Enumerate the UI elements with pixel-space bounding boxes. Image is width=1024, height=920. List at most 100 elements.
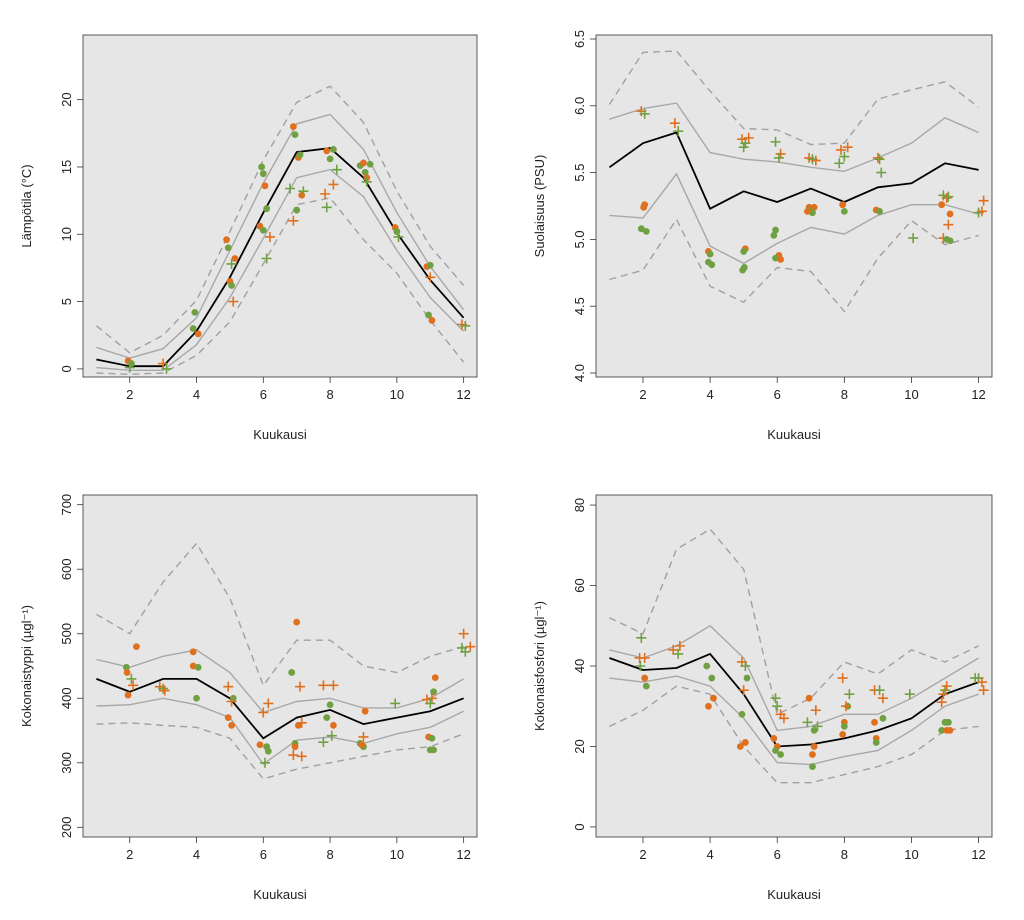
y-axis-title: Kokonaisfosfori (µgl⁻¹) [532,601,547,731]
data-point-green-plus [261,253,272,264]
x-tick-label: 10 [904,847,918,862]
data-point-green-plus [874,154,885,165]
data-point-green-dot [123,663,130,671]
y-tick-label: 6.0 [572,97,587,115]
data-point-green-plus [425,698,436,709]
y-tick-label: 10 [59,227,74,241]
data-point-orange-dot [431,674,439,682]
data-point-green-dot [330,146,337,153]
series-line-mean [609,652,979,748]
data-point-green-dot [194,663,202,671]
y-axis-title: Kokonaistyppi (µgl⁻¹) [19,605,34,727]
data-point-orange-dot [640,203,648,211]
chart-panel-4: 2 4 6 8 10 12 0 20 40 60 80 Kuukausi Kokonaisfosfori… [532,494,993,902]
data-point-orange-dot [710,694,717,702]
data-point-orange-dot [294,721,302,729]
y-tick-label: 4.5 [572,297,587,315]
y-tick-label: 200 [59,816,74,838]
data-point-orange-dot [123,669,131,676]
data-point-green-plus [460,320,471,331]
data-point-green-dot [191,308,199,316]
x-tick-label: 8 [326,847,333,862]
x-tick-label: 2 [639,387,646,402]
data-point-orange-plus [288,750,299,761]
data-point-green-dot [224,244,232,252]
data-point-green-dot [743,674,751,682]
data-point-orange-dot [256,741,264,749]
data-point-green-plus [812,721,823,732]
data-point-green-plus [844,689,855,700]
data-point-orange-plus [941,681,952,692]
data-point-orange-plus [228,296,239,307]
data-point-orange-plus [743,132,754,143]
data-point-green-dot [642,227,650,235]
x-axis-title: Kuukausi [767,887,821,902]
data-point-green-dot [946,237,954,245]
series-line-upper-sd [609,102,979,173]
data-point-green-dot [366,160,374,168]
y-tick-label: 0 [572,823,587,830]
chart-panel-1: 2 4 6 8 10 12 0 5 10 15 20 Kuukausi Lämpötila (°C) [19,34,478,442]
data-point-green-dot [770,231,778,239]
data-point-orange-dot [839,201,847,209]
series-line-lower-extreme [609,218,979,313]
data-point-green-dot [189,325,197,332]
data-point-green-plus [772,701,783,712]
data-point-orange-dot [189,648,197,656]
data-point-orange-dot [871,718,878,726]
data-point-orange-plus [358,731,369,742]
x-tick-label: 4 [706,847,713,862]
series-line-lower-sd [96,168,465,371]
data-point-green-dot [259,226,267,234]
data-point-green-plus [839,151,850,162]
data-point-orange-plus [976,206,987,217]
data-point-green-dot [259,170,267,178]
data-point-orange-plus [320,188,331,199]
data-point-green-plus [770,693,781,704]
data-point-orange-dot [194,330,202,338]
data-point-green-plus [740,661,751,671]
series-line-lower-sd [96,697,464,766]
data-point-orange-dot [228,721,235,729]
data-point-green-dot [809,763,816,770]
y-axis-title: Lämpötila (°C) [19,164,34,247]
data-point-green-dot [361,168,369,176]
data-point-green-plus [331,164,342,175]
data-point-green-plus [673,648,684,659]
series-line-upper-extreme [95,85,465,354]
data-point-green-plus [321,202,332,213]
data-point-orange-dot [224,714,232,722]
y-tick-label: 5 [59,298,74,305]
data-point-orange-plus [295,681,306,692]
data-point-green-dot [703,662,711,670]
data-point-orange-plus [668,644,679,655]
data-point-green-dot [426,261,434,269]
data-point-green-dot [872,739,880,746]
data-point-orange-plus [425,272,436,283]
y-tick-label: 0 [59,365,74,372]
data-point-orange-plus [258,707,269,718]
x-axis-title: Kuukausi [253,427,307,442]
x-tick-label: 8 [841,847,848,862]
x-tick-label: 2 [639,847,646,862]
data-point-green-dot [944,718,952,726]
data-point-green-dot [323,714,331,722]
y-tick-label: 40 [572,659,587,673]
data-point-orange-plus [936,697,947,708]
data-point-orange-dot [839,731,847,738]
data-point-green-plus [285,183,296,194]
data-point-green-dot [708,674,716,682]
data-point-green-plus [834,158,845,169]
data-point-green-dot [840,722,848,730]
data-point-green-dot [637,225,645,233]
data-point-orange-dot [124,691,132,699]
data-point-orange-plus [778,713,789,724]
data-point-orange-plus [941,192,952,203]
y-tick-label: 80 [572,498,587,512]
data-point-orange-plus [738,685,749,696]
data-point-orange-plus [318,680,329,691]
x-tick-label: 10 [390,387,404,402]
data-point-orange-dot [223,236,230,244]
data-point-orange-plus [872,152,883,163]
